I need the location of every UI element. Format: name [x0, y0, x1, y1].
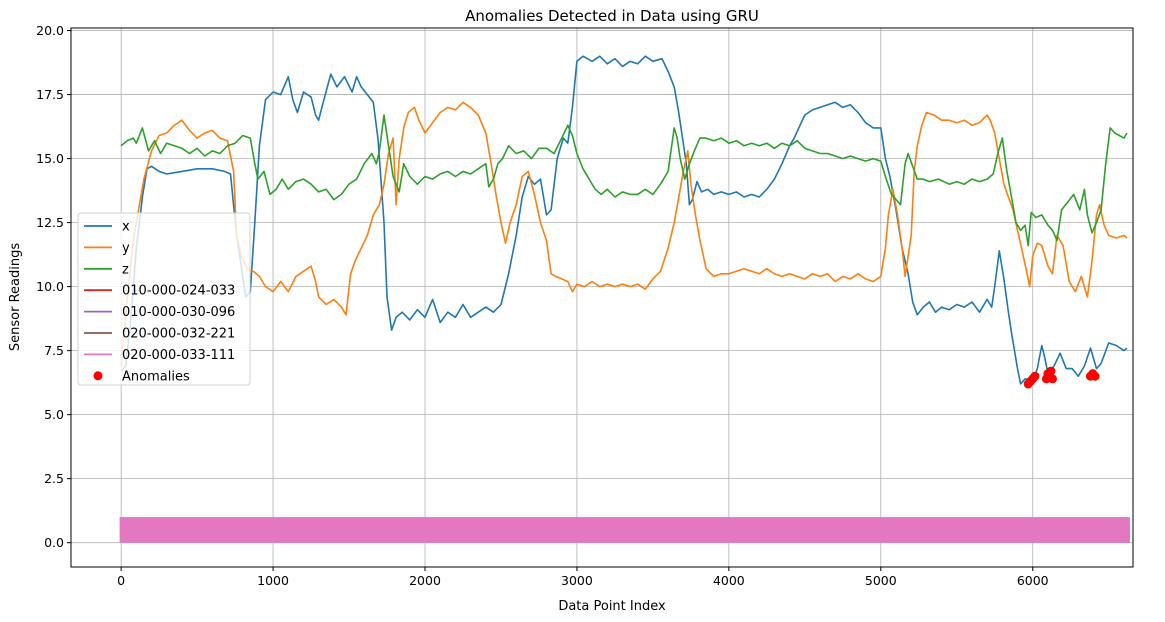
x-tick-label: 1000 — [257, 573, 289, 588]
x-tick-label: 0 — [117, 573, 125, 588]
band-layer — [119, 517, 1130, 543]
anomaly-point — [1047, 374, 1057, 384]
y-axis-label: Sensor Readings — [8, 243, 23, 351]
legend-box — [77, 212, 251, 386]
x-tick-label: 2000 — [409, 573, 441, 588]
x-axis-ticks: 0 1000 2000 3000 4000 5000 6000 — [117, 567, 1049, 588]
legend-label: z — [122, 262, 129, 277]
x-tick-label: 6000 — [1017, 573, 1049, 588]
x-axis-label: Data Point Index — [558, 599, 666, 614]
anomaly-point — [1030, 371, 1040, 381]
legend-label: Anomalies — [122, 369, 190, 384]
pink-band — [119, 517, 1130, 543]
series-line-y — [120, 101, 1128, 367]
series-layer — [120, 55, 1128, 385]
anomaly-point — [1046, 366, 1056, 376]
y-tick-label: 20.0 — [36, 23, 64, 38]
chart-title: Anomalies Detected in Data using GRU — [465, 7, 759, 25]
legend-label: 010-000-030-096 — [122, 305, 235, 320]
y-tick-label: 7.5 — [44, 343, 64, 358]
y-tick-label: 0.0 — [44, 535, 64, 550]
y-tick-label: 10.0 — [36, 279, 64, 294]
legend-label: 020-000-033-111 — [122, 348, 235, 363]
y-tick-label: 12.5 — [36, 215, 64, 230]
legend-label: 020-000-032-221 — [122, 327, 235, 342]
legend-label: 010-000-024-033 — [122, 284, 235, 299]
y-axis-ticks: 0.0 2.5 5.0 7.5 10.0 12.5 15.0 17.5 20.0 — [36, 23, 71, 550]
series-line-x — [120, 55, 1128, 385]
x-tick-label: 5000 — [865, 573, 897, 588]
anomaly-point — [1090, 371, 1100, 381]
y-tick-label: 17.5 — [36, 87, 64, 102]
y-tick-label: 5.0 — [44, 407, 64, 422]
legend: xyz 010-000-024-033 010-000-030-096 020-000… — [77, 212, 251, 386]
anomalies-layer — [1023, 366, 1100, 389]
plot-frame — [70, 27, 1134, 568]
x-tick-label: 4000 — [713, 573, 745, 588]
legend-swatch-anomalies — [93, 371, 103, 381]
x-tick-label: 3000 — [561, 573, 593, 588]
y-tick-label: 2.5 — [44, 471, 64, 486]
y-tick-label: 15.0 — [36, 151, 64, 166]
legend-label: y — [122, 241, 130, 256]
series-line-z — [120, 114, 1128, 247]
legend-label: x — [122, 220, 130, 235]
